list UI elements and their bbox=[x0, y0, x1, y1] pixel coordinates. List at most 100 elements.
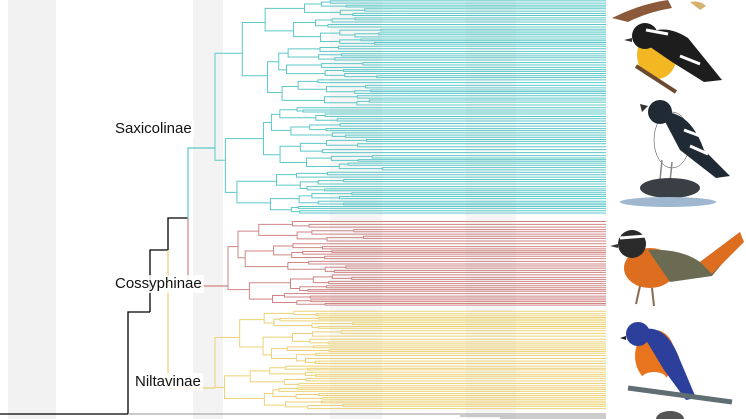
tree-branch bbox=[306, 157, 340, 167]
tree-branch bbox=[318, 54, 342, 60]
tree-branch bbox=[314, 19, 333, 27]
tree-branch bbox=[340, 54, 606, 57]
yellow-breasted-flycatcher-icon bbox=[624, 23, 722, 94]
tree-branch bbox=[339, 29, 382, 36]
tree-branch bbox=[297, 207, 606, 209]
tree-branch bbox=[263, 312, 294, 324]
tree-branch bbox=[334, 271, 606, 273]
cossyphinae-clade bbox=[227, 221, 606, 306]
tree-branch bbox=[324, 302, 606, 305]
tree-branch bbox=[290, 206, 300, 213]
backbone-branch bbox=[167, 217, 188, 250]
tree-branch bbox=[249, 370, 285, 383]
tree-branch bbox=[322, 398, 606, 400]
tree-branch bbox=[298, 195, 319, 204]
tree-branch bbox=[296, 388, 606, 390]
tree-branch bbox=[297, 206, 606, 208]
tree-branch bbox=[327, 23, 347, 28]
tree-branch bbox=[214, 52, 243, 161]
tree-branch bbox=[283, 378, 307, 385]
tree-backbone bbox=[0, 217, 188, 415]
tree-branch bbox=[331, 18, 356, 23]
tree-branch bbox=[357, 160, 606, 162]
time-band bbox=[8, 0, 56, 419]
tree-branch bbox=[269, 198, 300, 211]
tree-branch bbox=[279, 109, 316, 119]
tree-branch bbox=[352, 322, 606, 324]
tree-branch bbox=[344, 134, 375, 138]
tree-branch bbox=[331, 250, 606, 252]
grey-bird-icon bbox=[656, 411, 684, 419]
tree-branch bbox=[270, 348, 297, 360]
tree-branch bbox=[371, 155, 410, 159]
tree-branch bbox=[354, 18, 606, 21]
tree-branch bbox=[320, 401, 606, 404]
tree-branch bbox=[237, 230, 259, 259]
tree-branch bbox=[267, 61, 283, 93]
tree-branch bbox=[318, 327, 606, 329]
tree-branch bbox=[323, 96, 358, 104]
tree-branch bbox=[339, 9, 365, 16]
tree-branch bbox=[318, 393, 606, 395]
tree-branch bbox=[272, 389, 297, 397]
tree-branch bbox=[302, 111, 606, 113]
tree-branch bbox=[304, 3, 341, 13]
tree-branch bbox=[291, 332, 313, 342]
tree-branch bbox=[291, 221, 319, 227]
tree-branch bbox=[324, 113, 350, 118]
tree-branch bbox=[340, 53, 606, 55]
tree-branch bbox=[311, 230, 354, 235]
tree-branch bbox=[328, 280, 372, 285]
tree-branch bbox=[320, 400, 606, 402]
tree-branch bbox=[227, 246, 250, 291]
blue-orange-flycatcher-icon bbox=[620, 322, 733, 405]
tree-branch bbox=[319, 32, 340, 43]
tree-branch bbox=[299, 286, 327, 291]
tree-branch bbox=[296, 231, 328, 240]
tree-branch bbox=[307, 404, 343, 410]
tree-branch bbox=[287, 261, 326, 270]
tree-branch bbox=[312, 345, 606, 347]
tree-branch bbox=[290, 126, 333, 136]
tree-branch bbox=[356, 100, 370, 106]
orange-robin-chat-icon bbox=[610, 230, 744, 307]
tree-branch bbox=[352, 12, 396, 17]
tree-branch bbox=[295, 354, 316, 362]
tree-branch bbox=[338, 195, 364, 200]
tree-branch bbox=[317, 79, 362, 84]
tree-branch bbox=[296, 387, 606, 389]
tree-branch bbox=[318, 326, 606, 328]
tree-branch bbox=[368, 99, 396, 103]
tree-branch bbox=[342, 69, 606, 71]
tree-branch bbox=[351, 276, 606, 279]
tree-branch bbox=[271, 295, 297, 303]
backbone-branch bbox=[127, 311, 150, 414]
tree-branch bbox=[364, 8, 408, 12]
tree-branch bbox=[295, 172, 328, 178]
tree-branch bbox=[324, 304, 606, 306]
tree-branch bbox=[315, 352, 335, 357]
time-band bbox=[193, 0, 223, 419]
tree-branch bbox=[244, 250, 288, 268]
tree-branch bbox=[299, 181, 319, 189]
tree-branch bbox=[279, 317, 319, 322]
tree-branch bbox=[286, 64, 326, 75]
tree-branch bbox=[269, 367, 306, 375]
tree-branch bbox=[345, 265, 387, 269]
tree-branch bbox=[325, 128, 606, 130]
tree-branch bbox=[309, 124, 341, 131]
tree-branch bbox=[376, 75, 606, 77]
tree-branch bbox=[304, 358, 324, 363]
tree-branch bbox=[307, 289, 606, 291]
tree-branch bbox=[315, 115, 338, 121]
tree-branch bbox=[328, 350, 606, 352]
tree-branch bbox=[380, 28, 606, 31]
tree-branch bbox=[287, 48, 321, 58]
tree-branch bbox=[262, 336, 293, 356]
tree-branch bbox=[275, 174, 301, 186]
tree-branch bbox=[312, 276, 333, 284]
tree-branch bbox=[296, 107, 310, 112]
tree-branch bbox=[293, 310, 317, 316]
